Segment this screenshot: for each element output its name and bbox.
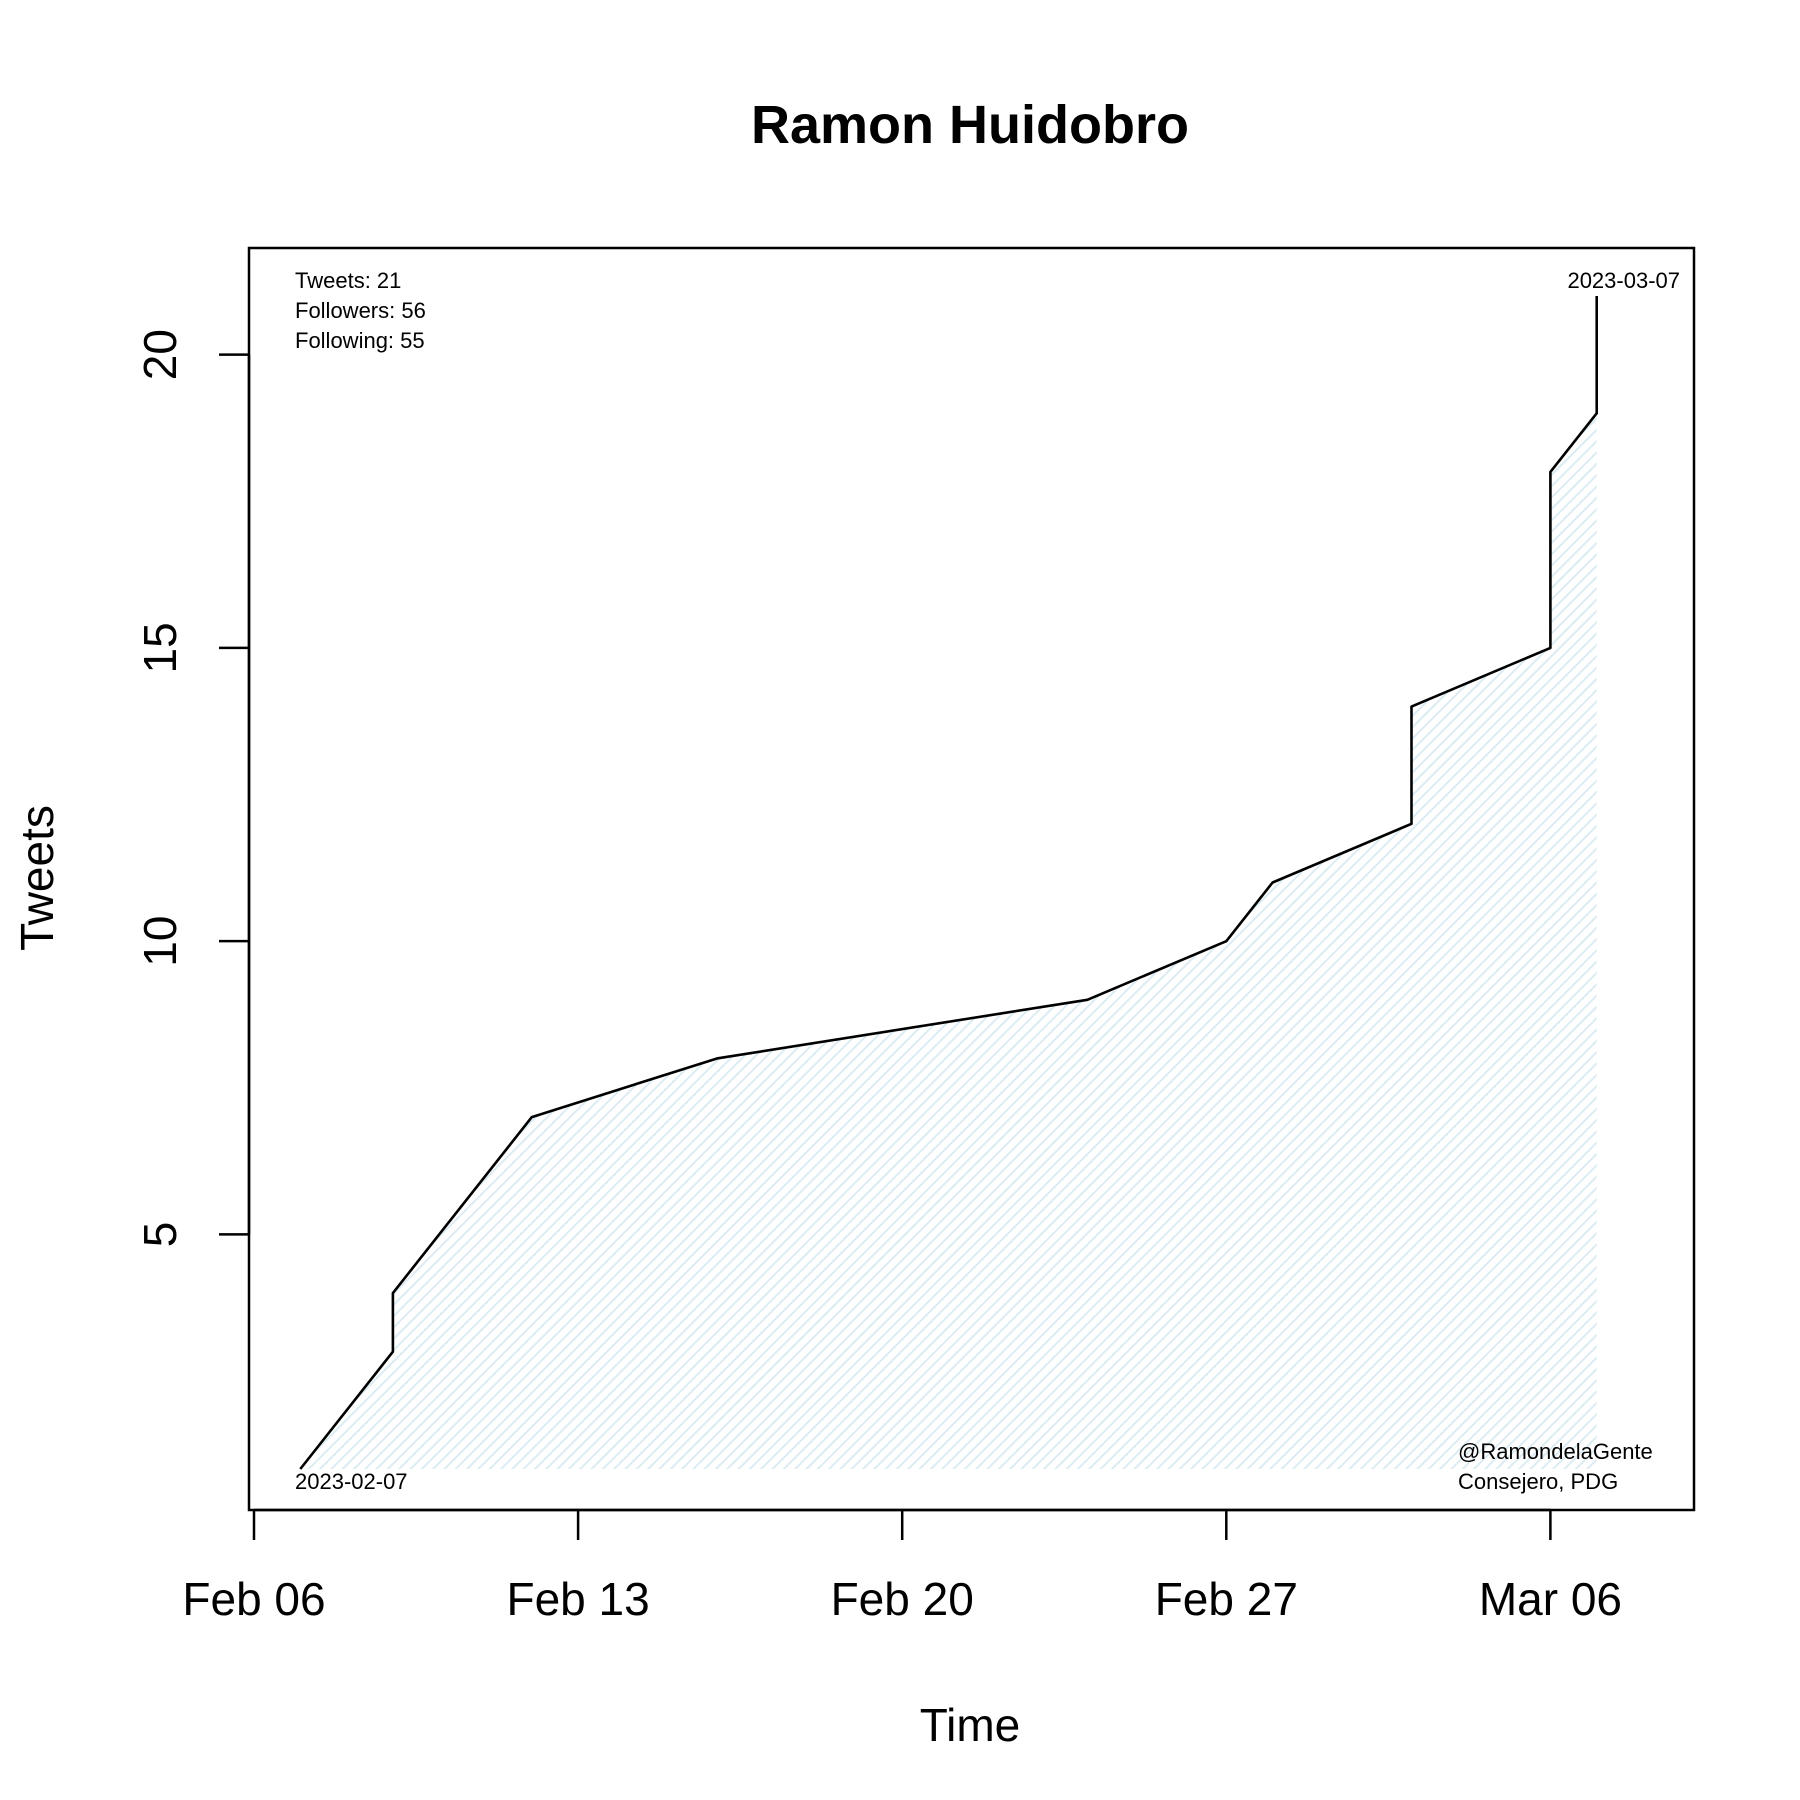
x-tick-label: Mar 06 bbox=[1479, 1573, 1622, 1625]
tweets-cumulative-line bbox=[299, 296, 1598, 1470]
line-layer bbox=[299, 295, 1598, 1470]
handle-annotation: @RamondelaGente bbox=[1458, 1439, 1653, 1464]
stat-tweets: Tweets: 21 bbox=[295, 268, 401, 293]
chart-title: Ramon Huidobro bbox=[751, 95, 1189, 155]
x-axis-label: Time bbox=[920, 1699, 1021, 1751]
y-axis: 5 10 15 20 bbox=[134, 329, 251, 1248]
end-date-annotation: 2023-03-07 bbox=[1567, 268, 1680, 293]
tweets-area-fill bbox=[300, 296, 1597, 1469]
x-tick-label: Feb 27 bbox=[1155, 1573, 1298, 1625]
stat-following: Following: 55 bbox=[295, 328, 425, 353]
stat-followers: Followers: 56 bbox=[295, 298, 426, 323]
start-date-annotation: 2023-02-07 bbox=[295, 1469, 408, 1494]
role-annotation: Consejero, PDG bbox=[1458, 1469, 1618, 1494]
y-tick-label: 5 bbox=[134, 1222, 186, 1248]
x-tick-label: Feb 20 bbox=[831, 1573, 974, 1625]
y-tick-label: 20 bbox=[134, 329, 186, 380]
x-tick-label: Feb 06 bbox=[182, 1573, 325, 1625]
stats-annotation: Tweets: 21 Followers: 56 Following: 55 bbox=[295, 268, 426, 353]
y-tick-label: 15 bbox=[134, 622, 186, 673]
x-tick-label: Feb 13 bbox=[506, 1573, 649, 1625]
y-tick-label: 10 bbox=[134, 916, 186, 967]
x-axis: Feb 06 Feb 13 Feb 20 Feb 27 Mar 06 bbox=[182, 1508, 1622, 1625]
y-axis-label: Tweets bbox=[11, 805, 63, 951]
area-layer bbox=[300, 296, 1597, 1469]
